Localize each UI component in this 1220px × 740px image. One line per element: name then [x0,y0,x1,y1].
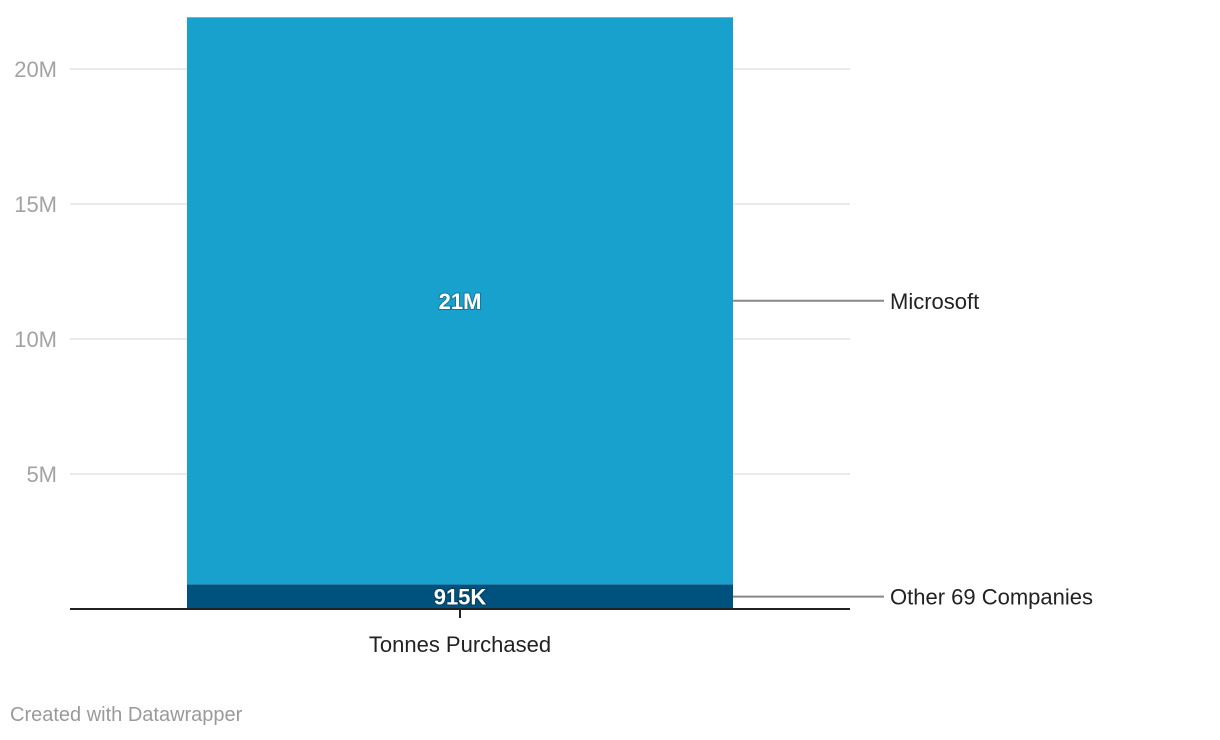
footer-credit: Created with Datawrapper [10,704,243,726]
y-tick-label-5M: 5M [26,462,57,487]
value-label-other-69-companies: 915K [434,585,487,610]
legend-label-other-69-companies: Other 69 Companies [890,585,1093,610]
y-tick-label-10M: 10M [14,327,57,352]
y-tick-label-20M: 20M [14,57,57,82]
value-label-microsoft: 21M [439,289,482,314]
x-category-label: Tonnes Purchased [369,632,551,657]
bar-segment-other-69-companies [187,584,733,609]
y-tick-label-15M: 15M [14,192,57,217]
bar-segment-microsoft [187,17,733,585]
legend-label-microsoft: Microsoft [890,289,979,314]
